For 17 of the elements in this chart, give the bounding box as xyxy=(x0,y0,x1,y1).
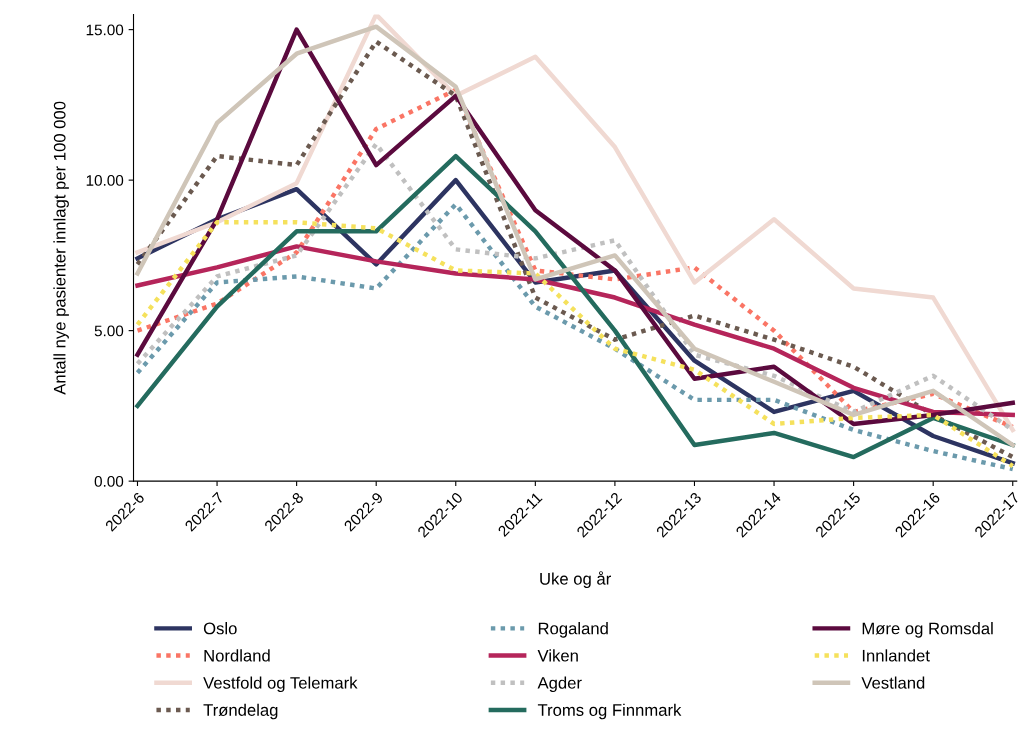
x-axis-title: Uke og år xyxy=(540,571,611,589)
legend-label: Innlandet xyxy=(862,649,930,662)
legend-label: Trøndelag xyxy=(203,703,278,720)
y-tick-label: 10.00 xyxy=(86,175,124,186)
y-tick-label: 5.00 xyxy=(94,325,124,337)
legend-label: Rogaland xyxy=(538,622,608,638)
legend-label: Nordland xyxy=(204,649,270,662)
legend-label: Møre og Romsdal xyxy=(862,622,993,638)
legend-label: Agder xyxy=(537,676,582,693)
legend-label: Vestland xyxy=(861,676,925,689)
legend-label: Viken xyxy=(537,649,578,662)
y-tick-label: 15.00 xyxy=(86,24,124,36)
y-axis-title: Antall nye pasienter innlagt per 100 000 xyxy=(53,101,69,395)
legend-label: Troms og Finnmark xyxy=(537,703,682,720)
y-tick-label: 0.00 xyxy=(94,476,124,487)
legend-label: Oslo xyxy=(203,622,237,635)
legend-label: Vestfold og Telemark xyxy=(203,676,358,693)
